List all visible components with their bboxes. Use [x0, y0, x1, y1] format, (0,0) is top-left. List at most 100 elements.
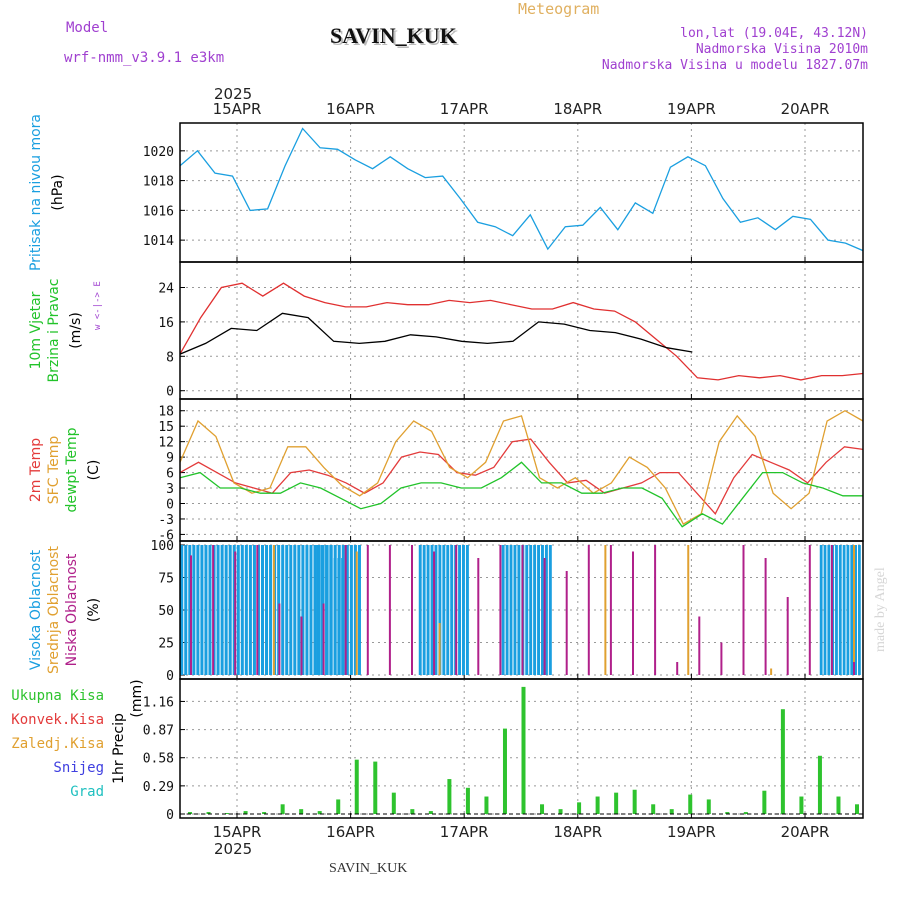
cloud-bar-low — [565, 571, 568, 675]
top-day-label: 18APR — [553, 100, 602, 118]
y-tick-label: 8 — [166, 350, 174, 365]
series-line-udar-vjetra — [179, 282, 864, 381]
cloud-bar-high — [309, 545, 313, 675]
series-line-2m-temp — [179, 438, 864, 515]
precip-bar — [855, 804, 859, 814]
cloud-bar-high — [313, 545, 317, 675]
cloud-bar-low — [676, 662, 679, 675]
precip-bar — [614, 792, 619, 814]
cloud-bar-high — [244, 545, 248, 675]
y-tick-label: 0 — [166, 385, 174, 400]
model-elevation-text: Nadmorska Visina u modelu 1827.07m — [601, 58, 868, 73]
cloud-bar-high — [458, 545, 462, 675]
footer-station: SAVIN_KUK — [329, 861, 408, 876]
cloud-bar-high — [236, 545, 240, 675]
cloud-bar-low — [366, 545, 369, 675]
cloud-bar-low — [587, 545, 590, 675]
precip-bar — [225, 813, 230, 814]
cloud-bar-high — [465, 545, 469, 675]
cloud-bar-low — [190, 555, 192, 675]
cloud-bar-high — [345, 545, 349, 675]
precip-bar — [706, 799, 711, 814]
model-label: Model — [66, 20, 109, 36]
series-line-pritisak — [179, 127, 864, 252]
precip-bar — [391, 792, 396, 814]
cloud-bar-high — [509, 545, 513, 675]
precip-bar — [836, 796, 841, 814]
cloud-bar-high — [842, 545, 846, 675]
precip-legend-item: Snijeg — [53, 760, 104, 776]
cloud-bar-high — [823, 545, 827, 675]
precip-bar — [521, 686, 526, 814]
cloud-bar-high — [337, 558, 341, 675]
precip-bar — [243, 811, 248, 814]
cloud-bar-low — [234, 551, 237, 675]
cloud-bar-low — [344, 545, 347, 675]
cloud-bar-high — [180, 545, 184, 675]
precip-bar — [632, 789, 637, 814]
precip-bar — [206, 812, 211, 814]
precip-bar — [595, 796, 600, 814]
y-tick-label: 1016 — [143, 204, 174, 219]
cloud-bar-high — [533, 545, 537, 675]
cloud-bar-low — [499, 545, 502, 675]
cloud-bar-low — [455, 545, 458, 675]
y-tick-label: 3 — [166, 482, 174, 497]
cloud-bar-low — [720, 642, 723, 675]
series-line-sfc-temp — [179, 409, 864, 526]
cloud-bar-high — [434, 545, 438, 675]
cloud-bar-low — [808, 545, 811, 675]
cloud-bar-high — [200, 545, 204, 675]
y-tick-label: 1020 — [143, 145, 174, 160]
elevation-text: Nadmorska Visina 2010m — [695, 42, 868, 57]
cloud-bar-low — [477, 558, 480, 675]
cloud-bar-high — [349, 545, 353, 675]
cloud-bar-high — [256, 545, 260, 675]
y-tick-label: 0.58 — [143, 752, 174, 767]
panel-ylabel: 10m Vjetar — [28, 291, 44, 369]
cloud-bar-high — [442, 545, 446, 675]
cloud-bar-low — [411, 545, 413, 675]
cloud-bar-high — [341, 558, 344, 675]
precip-bar — [299, 809, 304, 814]
precip-bar — [817, 755, 822, 814]
cloud-bar-low — [322, 603, 325, 675]
cloud-bar-low — [853, 662, 855, 675]
precip-bar — [280, 804, 285, 814]
y-tick-label: 75 — [158, 572, 174, 587]
y-tick-label: 0.29 — [143, 780, 174, 795]
precip-bar — [428, 811, 433, 814]
series-line-dewpt-temp — [179, 461, 863, 528]
bottom-day-label: 17APR — [440, 823, 489, 841]
panel-ylabel: Niska Oblacnost — [64, 553, 80, 666]
cloud-bar-mid — [687, 545, 690, 675]
precip-bar — [447, 779, 452, 814]
cloud-bar-high — [325, 545, 329, 675]
cloud-bar-high — [857, 545, 861, 675]
cloud-bar-high — [204, 545, 208, 675]
cloud-bar-low — [764, 558, 767, 675]
cloud-bar-high — [501, 545, 505, 675]
cloud-bar-high — [438, 545, 442, 675]
cloud-bar-high — [305, 545, 309, 675]
precip-bar — [317, 811, 322, 814]
lonlat-text: lon,lat (19.04E, 43.12N) — [680, 26, 868, 41]
panel-ylabel: Visoka Oblacnost — [28, 549, 44, 670]
y-tick-label: 0 — [166, 669, 174, 684]
cloud-bar-high — [854, 545, 857, 675]
cloud-bar-high — [541, 545, 544, 675]
y-tick-label: -6 — [158, 528, 174, 543]
precip-bar — [688, 794, 693, 814]
y-tick-label: 1.16 — [143, 695, 174, 710]
precip-bar — [484, 796, 489, 814]
panel-unit: (m/s) — [68, 312, 84, 349]
cloud-bar-low — [521, 545, 524, 675]
panel-ylabel: Pritisak na nivou mora — [28, 114, 44, 271]
precip-bar — [743, 812, 748, 814]
precip-bar — [558, 809, 563, 814]
y-tick-label: 0 — [166, 808, 174, 823]
cloud-bar-mid — [604, 545, 607, 675]
cloud-bar-high — [289, 545, 293, 675]
panel-ylabel: dewpt Temp — [64, 427, 80, 512]
bottom-day-label: 18APR — [553, 823, 602, 841]
